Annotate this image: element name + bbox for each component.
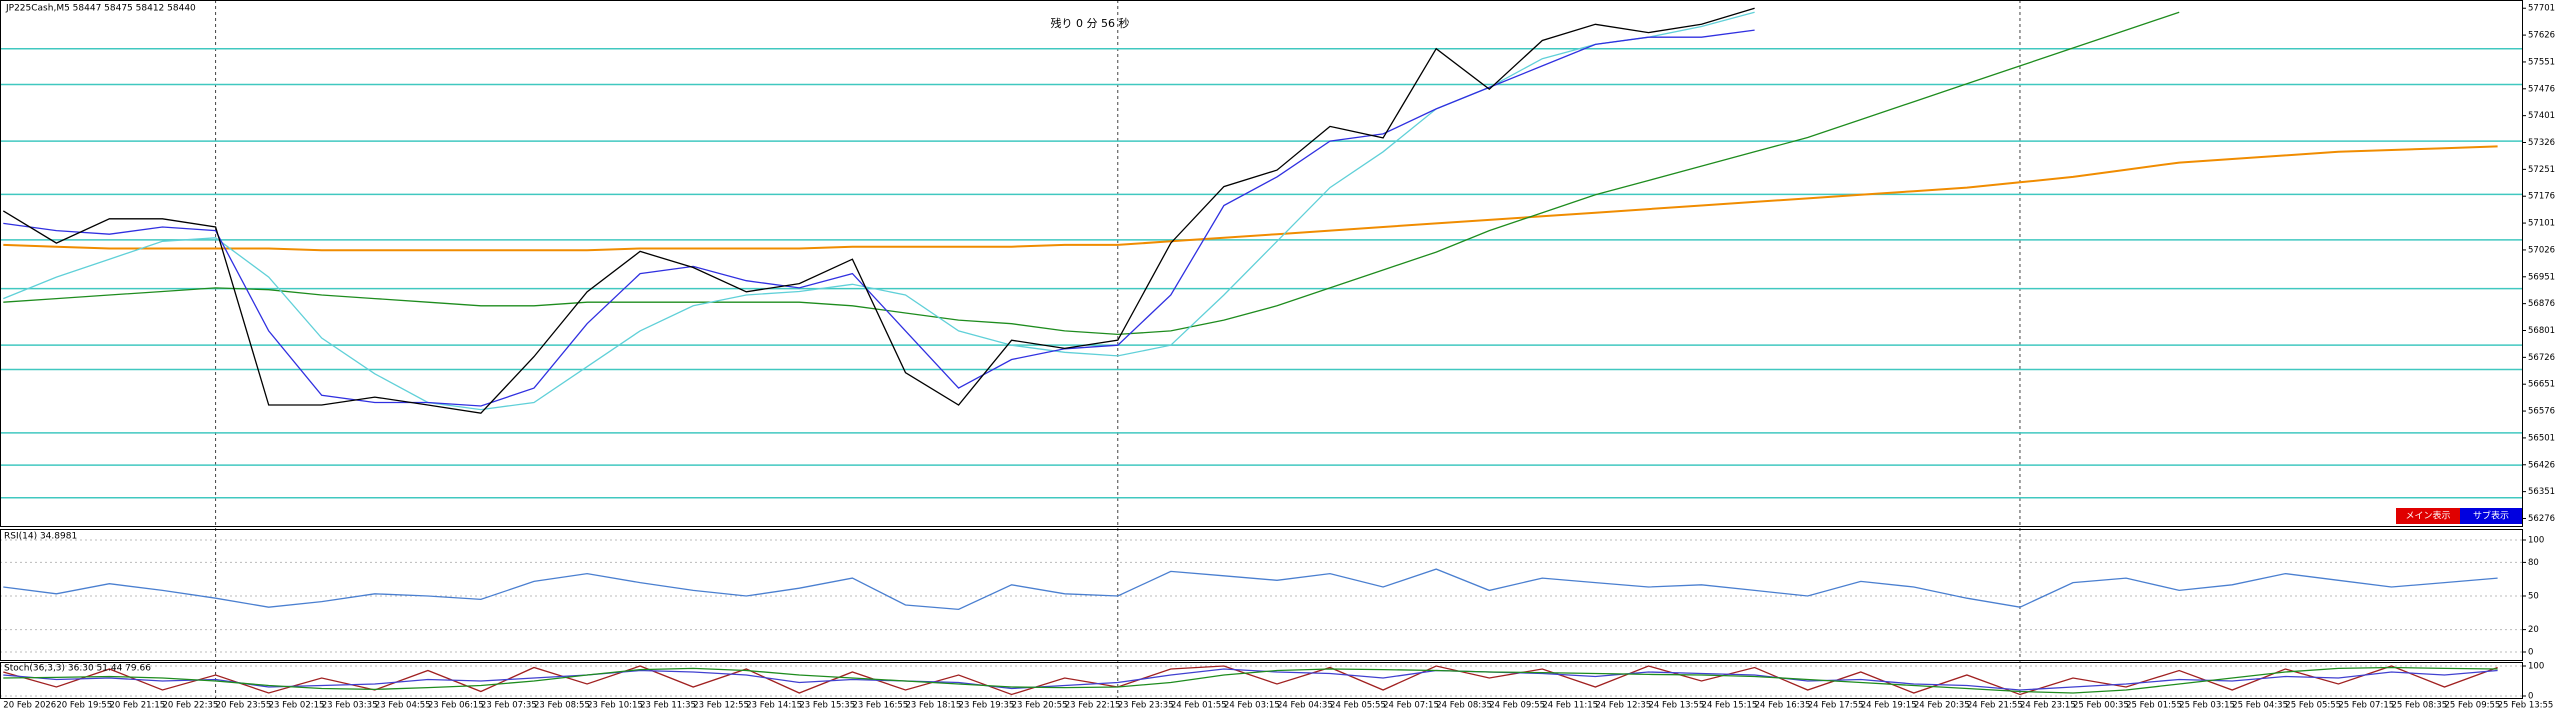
x-tick-label: 24 Feb 21:55 <box>1967 701 2023 711</box>
timer: 残り 0 分 56 秒 <box>1051 16 1130 30</box>
x-tick-label: 24 Feb 23:15 <box>2020 701 2076 711</box>
x-tick-label: 20 Feb 21:15 <box>109 701 165 711</box>
y-tick-label: 56426 <box>2528 460 2555 470</box>
y-tick-label: 56351 <box>2528 487 2555 497</box>
y-tick-label: 56801 <box>2528 326 2555 336</box>
series-line <box>3 568 2498 611</box>
x-tick-label: 25 Feb 05:55 <box>2285 701 2341 711</box>
x-tick-label: 24 Feb 17:55 <box>1808 701 1864 711</box>
x-tick-label: 20 Feb 22:35 <box>163 701 219 711</box>
y-tick-label: 56576 <box>2528 407 2555 417</box>
stoch-frame <box>0 662 2523 699</box>
x-tick-label: 23 Feb 02:15 <box>269 701 325 711</box>
y-tick-label: 57401 <box>2528 111 2555 121</box>
y-tick-label: 100 <box>2528 536 2544 546</box>
series-line <box>3 145 2498 252</box>
x-tick-label: 23 Feb 12:55 <box>693 701 749 711</box>
x-tick-label: 20 Feb 23:55 <box>216 701 272 711</box>
x-tick-label: 24 Feb 11:15 <box>1542 701 1598 711</box>
y-tick-label: 57101 <box>2528 219 2555 229</box>
y-tick-label: 57626 <box>2528 31 2555 41</box>
x-tick-label: 25 Feb 03:15 <box>2179 701 2235 711</box>
x-tick-label: 23 Feb 07:35 <box>481 701 537 711</box>
y-tick-label: 50 <box>2528 592 2539 602</box>
x-tick-label: 25 Feb 01:55 <box>2126 701 2182 711</box>
y-tick-label: 20 <box>2528 625 2539 635</box>
y-tick-label: 56951 <box>2528 272 2555 282</box>
main-frame <box>0 0 2523 527</box>
x-tick-label: 23 Feb 06:15 <box>428 701 484 711</box>
y-tick-label: 57251 <box>2528 165 2555 175</box>
x-tick-label: 25 Feb 07:15 <box>2338 701 2394 711</box>
x-tick-label: 25 Feb 13:55 <box>2498 701 2554 711</box>
y-tick-label: 100 <box>2528 662 2544 672</box>
x-tick-label: 24 Feb 16:35 <box>1755 701 1811 711</box>
x-tick-label: 24 Feb 19:15 <box>1861 701 1917 711</box>
x-tick-label: 24 Feb 07:15 <box>1383 701 1439 711</box>
x-tick-label: 23 Feb 16:55 <box>852 701 908 711</box>
x-tick-label: 23 Feb 08:55 <box>534 701 590 711</box>
x-tick-label: 24 Feb 04:35 <box>1277 701 1333 711</box>
y-tick-label: 57326 <box>2528 138 2555 148</box>
y-tick-label: 57176 <box>2528 192 2555 202</box>
stoch-title: Stoch(36,3,3) 36.30 51.44 79.66 <box>4 664 151 674</box>
x-tick-label: 25 Feb 00:35 <box>2073 701 2129 711</box>
x-tick-label: 24 Feb 20:35 <box>1914 701 1970 711</box>
y-tick-label: 57551 <box>2528 57 2555 67</box>
x-tick-label: 23 Feb 11:35 <box>640 701 696 711</box>
chart-title: JP225Cash,M5 58447 58475 58412 58440 <box>5 4 196 14</box>
x-tick-label: 23 Feb 20:55 <box>1012 701 1068 711</box>
sub-button-label[interactable]: サブ表示 <box>2473 510 2509 522</box>
y-tick-label: 57026 <box>2528 245 2555 255</box>
x-tick-label: 20 Feb 2026 <box>3 701 56 711</box>
series-line <box>3 11 2180 336</box>
x-tick-label: 25 Feb 08:35 <box>2391 701 2447 711</box>
x-tick-label: 24 Feb 03:15 <box>1224 701 1280 711</box>
y-tick-label: 56726 <box>2528 353 2555 363</box>
y-tick-label: 57476 <box>2528 84 2555 94</box>
series-line <box>3 668 2498 691</box>
series-line <box>3 29 1755 407</box>
x-tick-label: 20 Feb 19:55 <box>56 701 112 711</box>
y-tick-label: 80 <box>2528 558 2539 568</box>
main-button[interactable] <box>2396 508 2460 524</box>
x-tick-label: 23 Feb 15:35 <box>799 701 855 711</box>
series-line <box>2 7 1755 414</box>
y-tick-label: 56501 <box>2528 433 2555 443</box>
x-tick-label: 25 Feb 09:55 <box>2445 701 2501 711</box>
y-tick-label: 57701 <box>2528 4 2555 14</box>
x-tick-label: 23 Feb 22:15 <box>1065 701 1121 711</box>
x-tick-label: 24 Feb 01:55 <box>1171 701 1227 711</box>
x-tick-label: 24 Feb 09:55 <box>1489 701 1545 711</box>
x-tick-label: 25 Feb 04:35 <box>2232 701 2288 711</box>
x-tick-label: 24 Feb 08:35 <box>1436 701 1492 711</box>
x-tick-label: 24 Feb 12:35 <box>1595 701 1651 711</box>
y-tick-label: 56276 <box>2528 514 2555 524</box>
y-tick-label: 0 <box>2528 648 2533 658</box>
series-line <box>3 666 2498 694</box>
x-tick-label: 24 Feb 15:15 <box>1702 701 1758 711</box>
x-tick-label: 23 Feb 04:55 <box>375 701 431 711</box>
y-tick-label: 56876 <box>2528 299 2555 309</box>
x-tick-label: 24 Feb 13:55 <box>1648 701 1704 711</box>
sub-button[interactable] <box>2460 508 2522 524</box>
rsi-title: RSI(14) 34.8981 <box>4 532 77 542</box>
x-tick-label: 24 Feb 05:55 <box>1330 701 1386 711</box>
x-tick-label: 23 Feb 19:35 <box>959 701 1015 711</box>
plot <box>0 0 2522 698</box>
main-button-label[interactable]: メイン表示 <box>2405 510 2450 522</box>
x-tick-label: 23 Feb 10:15 <box>587 701 643 711</box>
x-tick-label: 23 Feb 23:35 <box>1118 701 1174 711</box>
rsi-frame <box>0 529 2523 661</box>
x-tick-label: 23 Feb 18:15 <box>905 701 961 711</box>
y-tick-label: 0 <box>2528 692 2533 702</box>
y-tick-label: 56651 <box>2528 380 2555 390</box>
x-tick-label: 23 Feb 14:15 <box>746 701 802 711</box>
series-line <box>3 665 2498 696</box>
x-tick-label: 23 Feb 03:35 <box>322 701 378 711</box>
